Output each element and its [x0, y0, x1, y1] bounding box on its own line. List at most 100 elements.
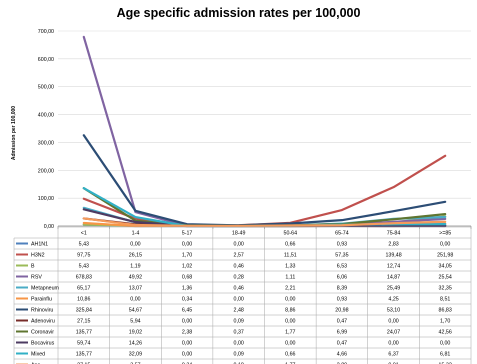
y-tick-label: 500,00 — [38, 85, 54, 91]
data-cell-label: 1,70 — [182, 252, 192, 258]
data-table-borders — [13, 226, 472, 364]
data-cell-label: 8,86 — [285, 307, 295, 313]
data-cell-label: 49,92 — [129, 274, 142, 280]
table-row: Mixed 135,77 32,09 0,00 0,09 0,66 4,66 6,37 6,81 — [16, 351, 450, 357]
data-cell-label: 0,93 — [337, 241, 347, 247]
data-cell-label: 59,74 — [77, 340, 90, 346]
data-cell-label: 26,15 — [129, 252, 142, 258]
data-cell-label: 13,07 — [129, 285, 142, 291]
y-axis-ticks: 0,00 100,00 200,00 300,00 400,00 500,00 600,00… — [38, 29, 54, 230]
legend-entry-label: Metapneum — [31, 285, 60, 291]
data-cell-label: 0,68 — [182, 274, 192, 280]
data-cell-label: 8,39 — [337, 285, 347, 291]
chart-title: Age specific admission rates per 100,000 — [116, 6, 361, 20]
data-cell-label: 0,66 — [285, 351, 295, 357]
y-tick-label: 200,00 — [38, 168, 54, 174]
data-cell-label: 65,17 — [77, 285, 90, 291]
y-tick-label: 700,00 — [38, 29, 54, 35]
data-cell-label: 0,00 — [285, 340, 295, 346]
data-table-category-labels: <1 1-4 5-17 18-49 50-64 65-74 75-84 >=85 — [81, 230, 451, 236]
table-row: AH1N1 5,43 0,00 0,00 0,00 0,66 0,93 2,83 0,00 — [16, 241, 450, 247]
data-cell-label: 0,47 — [337, 340, 347, 346]
table-row: Bocavirus 59,74 14,26 0,00 0,00 0,00 0,47 0,00 0… — [16, 340, 450, 346]
data-cell-label: 139,48 — [385, 252, 401, 258]
data-cell-label: 0,00 — [182, 351, 192, 357]
x-tick-label: 18-49 — [232, 230, 246, 236]
table-row: Adenoviru 27,15 5,94 0,00 0,09 0,00 0,47 0,00 1,… — [16, 318, 450, 324]
data-cell-label: 9,91 — [388, 362, 398, 364]
x-tick-label: 50-64 — [284, 230, 298, 236]
data-cell-label: 25,54 — [439, 274, 452, 280]
legend-entry-label: Coronavir — [31, 329, 54, 335]
table-row: H3N2 97,75 26,15 1,70 2,57 11,51 57,35 139,48 25… — [16, 252, 453, 258]
series-line-ans — [82, 217, 447, 228]
data-cell-label: 135,77 — [76, 351, 92, 357]
data-cell-label: 1,77 — [285, 362, 295, 364]
data-cell-label: 1,11 — [285, 274, 295, 280]
data-cell-label: 0,28 — [234, 274, 244, 280]
y-tick-label: 100,00 — [38, 196, 54, 202]
data-cell-label: 24,07 — [387, 329, 400, 335]
data-cell-label: 12,74 — [387, 263, 400, 269]
data-cell-label: 1,02 — [182, 263, 192, 269]
data-cell-label: 0,09 — [234, 318, 244, 324]
data-cell-label: 0,00 — [182, 340, 192, 346]
data-cell-label: 1,70 — [440, 318, 450, 324]
table-row: B 5,43 1,19 1,02 0,46 1,33 6,53 12,74 34,05 — [16, 263, 452, 269]
data-cell-label: 0,00 — [388, 340, 398, 346]
data-cell-label: 0,37 — [234, 329, 244, 335]
data-cell-label: 6,37 — [388, 351, 398, 357]
data-cell-label: 2,48 — [234, 307, 244, 313]
data-cell-label: 0,00 — [182, 241, 192, 247]
table-row: RSV 678,83 49,92 0,68 0,28 1,11 6,06 14,87 25,54 — [16, 274, 452, 280]
data-cell-label: 0,47 — [337, 318, 347, 324]
data-table-rows: AH1N1 5,43 0,00 0,00 0,00 0,66 0,93 2,83 0,00 H3N… — [16, 241, 453, 364]
data-cell-label: 2,21 — [285, 285, 295, 291]
data-cell-label: 2,38 — [182, 329, 192, 335]
data-cell-label: 2,80 — [337, 362, 347, 364]
x-tick-label: <1 — [81, 230, 87, 236]
data-cell-label: 0,00 — [285, 296, 295, 302]
table-row: Coronavir 135,77 19,02 2,38 0,37 1,77 6,99 24,0… — [16, 329, 452, 335]
data-cell-label: 1,77 — [285, 329, 295, 335]
data-cell-label: 678,83 — [76, 274, 92, 280]
data-cell-label: 34,05 — [439, 263, 452, 269]
data-cell-label: 0,34 — [182, 296, 192, 302]
data-cell-label: 6,53 — [337, 263, 347, 269]
data-cell-label: 0,46 — [234, 263, 244, 269]
legend-entry-label: Rhinoviru — [31, 307, 53, 313]
legend-entry-label: Mixed — [31, 351, 45, 357]
x-tick-label: 65-74 — [335, 230, 349, 236]
y-tick-label: 600,00 — [38, 57, 54, 63]
data-cell-label: 5,43 — [79, 241, 89, 247]
data-cell-label: 0,00 — [182, 318, 192, 324]
series-line-rhinoviru — [82, 134, 447, 227]
x-tick-label: 75-84 — [387, 230, 401, 236]
data-cell-label: 53,10 — [387, 307, 400, 313]
data-cell-label: 1,19 — [130, 263, 140, 269]
data-cell-label: 0,46 — [234, 285, 244, 291]
data-cell-label: 97,75 — [77, 252, 90, 258]
data-cell-label: 0,00 — [234, 241, 244, 247]
data-cell-label: 19,02 — [129, 329, 142, 335]
y-tick-label: 0,00 — [44, 224, 54, 230]
x-tick-label: 1-4 — [132, 230, 140, 236]
data-cell-label: 57,35 — [335, 252, 348, 258]
data-cell-label: 27,15 — [77, 362, 90, 364]
data-cell-label: 27,15 — [77, 318, 90, 324]
data-cell-label: 11,51 — [284, 252, 297, 258]
data-cell-label: 4,66 — [337, 351, 347, 357]
table-row: Metapneum 65,17 13,07 1,36 0,46 2,21 8,39 25,49… — [16, 285, 452, 291]
data-cell-label: 54,67 — [129, 307, 142, 313]
data-cell-label: 15,32 — [439, 362, 452, 364]
legend-entry-label: H3N2 — [31, 252, 45, 258]
data-cell-label: 3,57 — [130, 362, 140, 364]
data-cell-label: 2,57 — [234, 252, 244, 258]
y-tick-label: 300,00 — [38, 140, 54, 146]
table-row: Rhinoviru 325,84 54,67 6,45 2,48 8,86 20,98 53,… — [16, 307, 452, 313]
data-cell-label: 42,56 — [439, 329, 452, 335]
data-cell-label: 0,18 — [234, 362, 244, 364]
data-cell-label: 0,93 — [337, 296, 347, 302]
data-cell-label: 1,36 — [182, 285, 192, 291]
data-cell-label: 0,00 — [388, 318, 398, 324]
